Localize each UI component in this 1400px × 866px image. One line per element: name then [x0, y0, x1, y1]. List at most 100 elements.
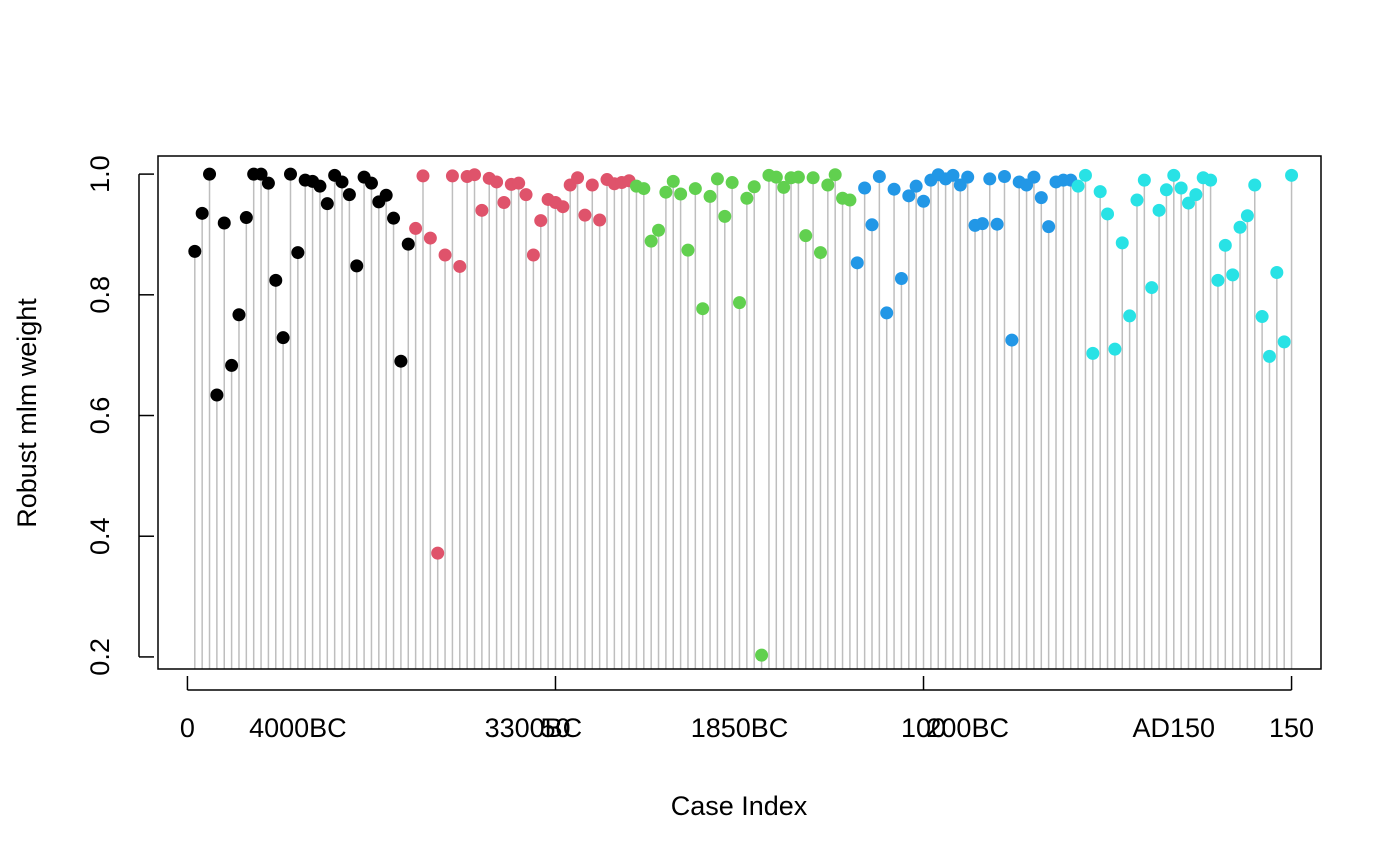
data-point [1027, 170, 1041, 184]
data-point [872, 170, 886, 184]
data-point [534, 214, 548, 228]
data-point [696, 302, 710, 316]
data-point [755, 648, 769, 662]
data-point [261, 176, 275, 190]
data-point [644, 234, 658, 248]
data-point [1071, 179, 1085, 193]
data-point [659, 185, 673, 199]
data-point [1145, 281, 1159, 295]
data-point [917, 194, 931, 208]
data-point [865, 218, 879, 232]
x-tick-label: 0 [180, 713, 195, 743]
data-point [674, 187, 688, 201]
data-point [239, 211, 253, 225]
data-point [320, 197, 334, 211]
data-point [468, 168, 482, 182]
data-point [1226, 268, 1240, 282]
data-point [791, 170, 805, 184]
data-point [806, 171, 820, 185]
data-point [335, 175, 349, 189]
x-tick-label: 100 [901, 713, 946, 743]
data-point [880, 306, 894, 320]
x-axis: 0 50 100 150 4000BC 3300BC 1850BC 200BC AD150 [180, 676, 1314, 743]
y-tick-label: 0.8 [85, 276, 115, 314]
data-point [519, 188, 533, 202]
data-point [858, 181, 872, 195]
data-point [526, 248, 540, 262]
data-point [203, 167, 217, 181]
data-point [725, 176, 739, 190]
data-point [387, 211, 401, 225]
data-point [1218, 238, 1232, 252]
data-point [975, 217, 989, 231]
data-point [254, 167, 268, 181]
data-point [740, 191, 754, 205]
data-point [983, 172, 997, 186]
data-point [902, 189, 916, 203]
data-point [1174, 181, 1188, 195]
data-point [1130, 193, 1144, 207]
data-point [710, 172, 724, 186]
data-point [232, 308, 246, 322]
data-point [681, 243, 695, 257]
data-point [364, 176, 378, 190]
data-point [283, 167, 297, 181]
x-axis-label: Case Index [671, 791, 808, 821]
data-point [887, 182, 901, 196]
data-point [578, 208, 592, 222]
y-tick-label: 0.4 [85, 517, 115, 555]
data-point [703, 189, 717, 203]
data-point [777, 180, 791, 194]
data-point [1152, 203, 1166, 217]
data-point [843, 193, 857, 207]
y-tick-label: 0.6 [85, 397, 115, 435]
data-point [1086, 346, 1100, 360]
data-point [821, 178, 835, 192]
data-point [512, 176, 526, 190]
data-point [666, 174, 680, 188]
stem-layer [194, 174, 1293, 669]
data-point [350, 259, 364, 273]
y-axis-label: Robust mlm weight [12, 298, 42, 528]
data-point [652, 223, 666, 237]
data-point [571, 171, 585, 185]
x-tick-label: 200BC [926, 713, 1009, 743]
x-tick-label: 4000BC [249, 713, 347, 743]
data-point [1182, 196, 1196, 210]
data-point [1005, 333, 1019, 347]
data-point [195, 206, 209, 220]
data-point [416, 169, 430, 183]
data-point [438, 248, 452, 262]
data-point [813, 246, 827, 260]
data-point [409, 221, 423, 235]
x-tick-label: AD150 [1133, 713, 1216, 743]
data-point [1078, 168, 1092, 182]
data-point [850, 256, 864, 270]
data-point [894, 272, 908, 286]
data-point [379, 188, 393, 202]
data-point [475, 203, 489, 217]
data-point [1248, 178, 1262, 192]
data-point [1270, 265, 1284, 279]
data-point [799, 229, 813, 243]
data-point [423, 231, 437, 245]
data-point [291, 246, 305, 260]
data-point [828, 168, 842, 182]
data-point [1159, 183, 1173, 197]
data-point [997, 170, 1011, 184]
data-point [637, 182, 651, 196]
data-point [210, 388, 224, 402]
data-point [490, 175, 504, 189]
data-point [1189, 188, 1203, 202]
data-point [431, 546, 445, 560]
data-point [217, 216, 231, 230]
data-point [1093, 185, 1107, 199]
data-point [1123, 309, 1137, 323]
data-point [593, 213, 607, 227]
data-point [269, 273, 283, 287]
data-point [585, 178, 599, 192]
data-point [1285, 168, 1299, 182]
y-axis: 0.2 0.4 0.6 0.8 1.0 [85, 155, 154, 676]
plot-frame [157, 155, 1322, 670]
